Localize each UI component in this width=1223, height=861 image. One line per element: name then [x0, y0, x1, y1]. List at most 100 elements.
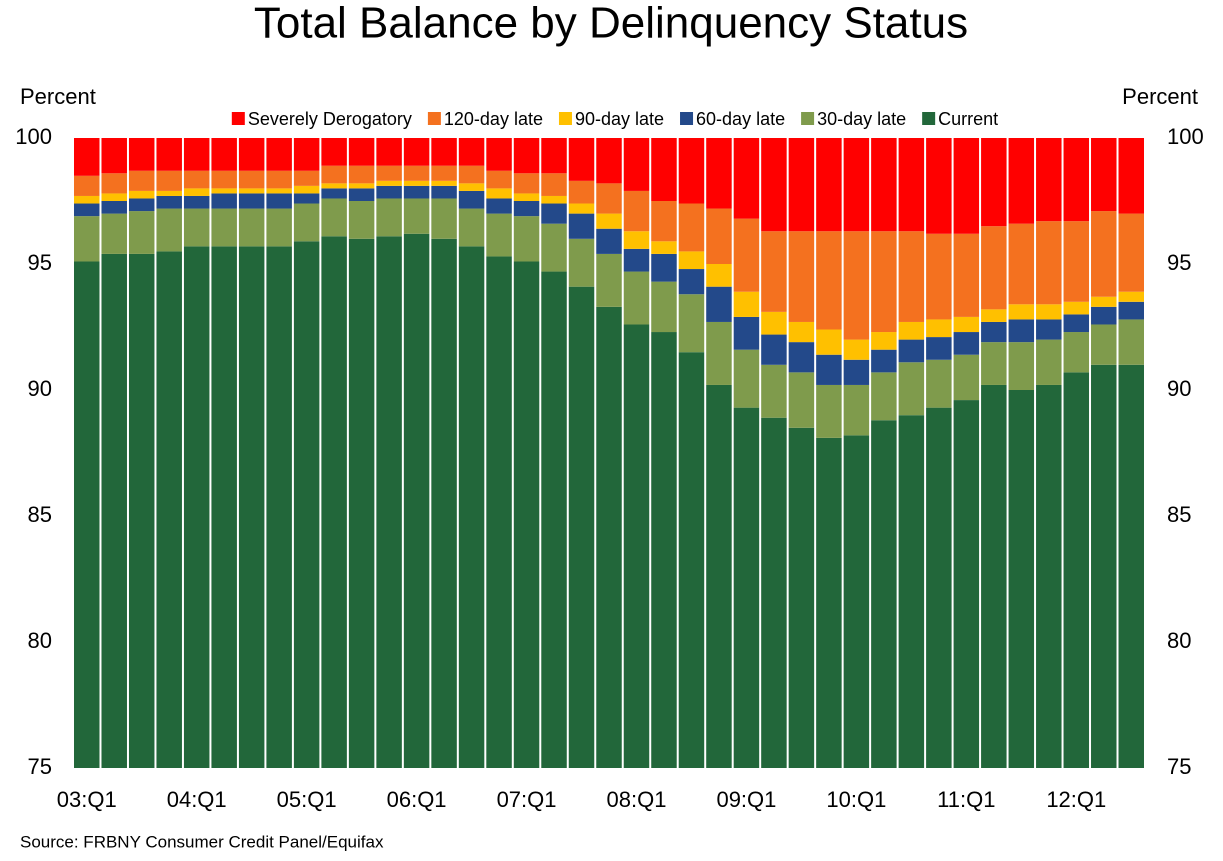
y2-tick-label: 90	[1167, 376, 1191, 401]
bar-segment	[816, 437, 842, 768]
bar-segment	[101, 173, 127, 194]
bar-segment	[651, 281, 677, 333]
y2-axis-label: Percent	[1122, 84, 1198, 109]
bar-segment	[788, 342, 815, 373]
bar-segment	[293, 203, 320, 242]
bar-segment	[1063, 314, 1090, 333]
bar-segment	[348, 165, 375, 184]
bar-segment	[898, 415, 925, 768]
bar-segment	[788, 321, 815, 343]
bar-segment	[238, 208, 265, 247]
bar-segment	[1118, 213, 1144, 292]
bar-segment	[458, 190, 485, 209]
bar-segment	[458, 138, 485, 166]
bar-segment	[926, 233, 952, 320]
bar-segment	[623, 271, 650, 325]
bar-segment	[541, 271, 567, 768]
x-tick-label: 03:Q1	[57, 787, 117, 812]
bar-segment	[843, 435, 870, 768]
bar-segment	[1063, 332, 1090, 373]
bar-segment	[733, 407, 760, 768]
bar-segment	[898, 138, 925, 232]
bar-segment	[678, 269, 705, 295]
bar-segment	[1091, 324, 1117, 365]
y2-tick-label: 80	[1167, 628, 1191, 653]
bar-segment	[1091, 211, 1117, 297]
y2-tick-label: 95	[1167, 250, 1191, 275]
bar-segment	[733, 218, 760, 292]
bar-segment	[541, 195, 567, 204]
legend-swatch	[231, 112, 245, 125]
bar-segment	[926, 407, 952, 768]
bar-segment	[183, 138, 210, 171]
y2-tick-label: 100	[1167, 124, 1204, 149]
chart-title: Total Balance by Delinquency Status	[254, 0, 968, 48]
bar-segment	[293, 185, 320, 194]
bar-segment	[761, 417, 787, 768]
bar-segment	[211, 246, 237, 768]
bar-segment	[156, 170, 182, 191]
x-tick-label: 10:Q1	[826, 787, 886, 812]
bar-segment	[953, 138, 980, 234]
legend-label: 90-day late	[575, 109, 664, 129]
bar-segment	[1063, 138, 1090, 222]
bar-segment	[321, 236, 347, 768]
bar-segment	[816, 329, 842, 355]
bar-segment	[1036, 339, 1062, 385]
bar-segment	[74, 138, 100, 176]
bar-segment	[843, 359, 870, 385]
bar-segment	[183, 188, 210, 196]
bar-segment	[678, 352, 705, 768]
bar-segment	[74, 203, 100, 217]
bar-segment	[321, 165, 347, 184]
y-tick-label: 80	[28, 628, 52, 653]
legend-label: 30-day late	[817, 109, 906, 129]
bar-segment	[898, 321, 925, 340]
bar-segment	[871, 372, 897, 421]
bar-segment	[733, 316, 760, 350]
bar-segment	[1008, 138, 1035, 224]
legend-swatch	[680, 112, 694, 125]
bar-segment	[871, 332, 897, 350]
bar-segment	[596, 306, 622, 768]
y-tick-label: 85	[28, 502, 52, 527]
bar-segment	[788, 372, 815, 428]
bar-segment	[348, 188, 375, 201]
bar-segment	[403, 198, 430, 234]
bar-segment	[266, 208, 292, 247]
bar-segment	[513, 216, 540, 262]
bar-segment	[431, 185, 457, 199]
bar-segment	[568, 238, 595, 287]
bar-segment	[403, 180, 430, 186]
bar-segment	[623, 248, 650, 272]
bar-segment	[431, 238, 457, 768]
bar-segment	[431, 198, 457, 239]
legend-swatch	[427, 112, 441, 125]
bar-segment	[183, 195, 210, 209]
bar-segment	[486, 188, 512, 199]
bar-segment	[568, 180, 595, 204]
legend-swatch	[558, 112, 572, 125]
bar-segment	[761, 231, 787, 312]
bar-segment	[266, 138, 292, 171]
bar-segment	[568, 213, 595, 239]
bar-segment	[596, 183, 622, 214]
bar-segment	[568, 203, 595, 214]
bar-segment	[156, 190, 182, 196]
bar-segment	[651, 332, 677, 768]
bar-segment	[458, 183, 485, 191]
bar-segment	[843, 231, 870, 340]
bar-segment	[376, 165, 402, 181]
bar-segment	[733, 138, 760, 219]
bar-segment	[596, 138, 622, 184]
bar-segment	[926, 337, 952, 360]
bar-segment	[568, 138, 595, 181]
legend-label: 120-day late	[444, 109, 543, 129]
bar-segment	[458, 208, 485, 247]
bar-segment	[596, 253, 622, 307]
bar-segment	[1091, 364, 1117, 768]
bar-segment	[1008, 319, 1035, 343]
bar-segment	[541, 138, 567, 174]
bar-segment	[706, 138, 732, 209]
bar-segment	[101, 138, 127, 174]
